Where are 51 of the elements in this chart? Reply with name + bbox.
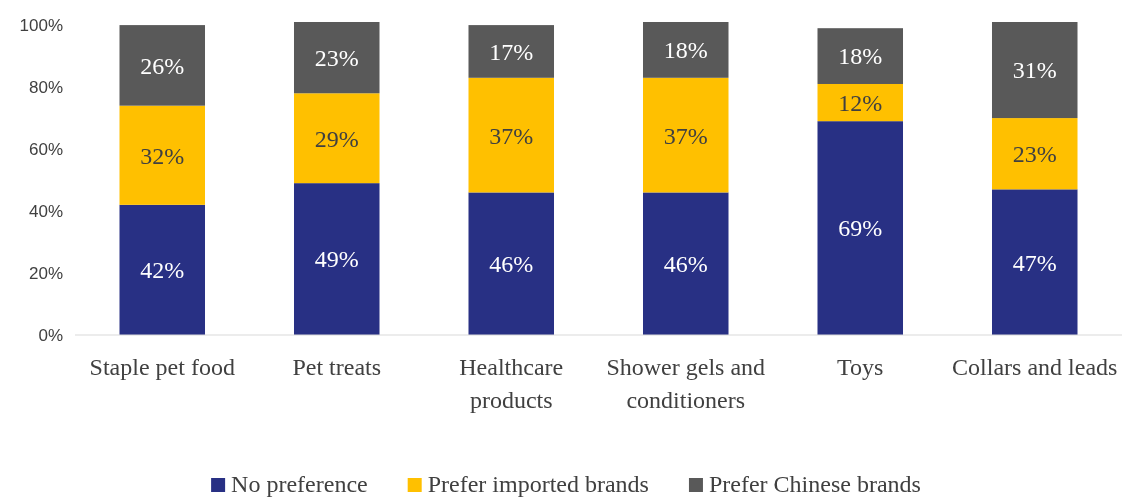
x-tick-label: Toys xyxy=(837,354,884,380)
data-label: 37% xyxy=(663,122,708,149)
bar xyxy=(468,25,554,78)
legend-label: No preference xyxy=(231,471,368,497)
x-tick-label: Shower gels and conditioners xyxy=(606,354,766,413)
x-tick-label: Pet treats xyxy=(292,354,382,380)
data-label: 32% xyxy=(140,142,185,169)
data-label: 46% xyxy=(489,251,534,278)
data-label: 46% xyxy=(663,251,708,278)
bar xyxy=(817,121,903,335)
y-tick-label: 20% xyxy=(28,263,63,283)
bar xyxy=(119,25,205,106)
y-tick-label: 100% xyxy=(19,16,63,36)
legend-label: Prefer Chinese brands xyxy=(708,471,921,497)
y-tick-label: 0% xyxy=(38,325,63,345)
x-tick-label: Healthcare products xyxy=(459,354,564,413)
bar xyxy=(468,77,554,193)
y-tick-label: 60% xyxy=(28,140,63,159)
y-tick-label: 80% xyxy=(28,78,63,98)
bar xyxy=(294,183,380,335)
data-label: 26% xyxy=(140,52,185,79)
bar xyxy=(992,118,1078,190)
y-tick-label: 40% xyxy=(28,201,63,221)
bar xyxy=(817,28,903,84)
bar xyxy=(643,192,729,335)
bar xyxy=(643,77,729,193)
x-tick-label: Collars and leads xyxy=(952,354,1118,380)
data-label: 23% xyxy=(314,45,359,72)
data-label: 47% xyxy=(1012,249,1057,276)
legend-label: Prefer imported brands xyxy=(427,471,649,497)
data-label: 12% xyxy=(838,89,883,116)
data-label: 23% xyxy=(1012,141,1057,168)
bar xyxy=(294,93,380,184)
bar xyxy=(294,22,380,94)
bar xyxy=(817,83,903,122)
data-label: 42% xyxy=(140,257,185,284)
bar xyxy=(119,204,205,335)
data-label: 18% xyxy=(838,43,883,70)
bar xyxy=(992,189,1078,335)
data-label: 31% xyxy=(1012,57,1057,84)
data-label: 18% xyxy=(663,37,708,64)
bar xyxy=(643,22,729,78)
data-label: 17% xyxy=(489,38,534,65)
data-label: 69% xyxy=(838,215,883,242)
bar xyxy=(992,22,1078,119)
data-label: 37% xyxy=(489,122,534,149)
bar xyxy=(119,105,205,205)
bar xyxy=(468,192,554,335)
x-tick-label: Staple pet food xyxy=(89,354,235,380)
data-label: 49% xyxy=(314,246,359,273)
data-label: 29% xyxy=(314,125,359,152)
